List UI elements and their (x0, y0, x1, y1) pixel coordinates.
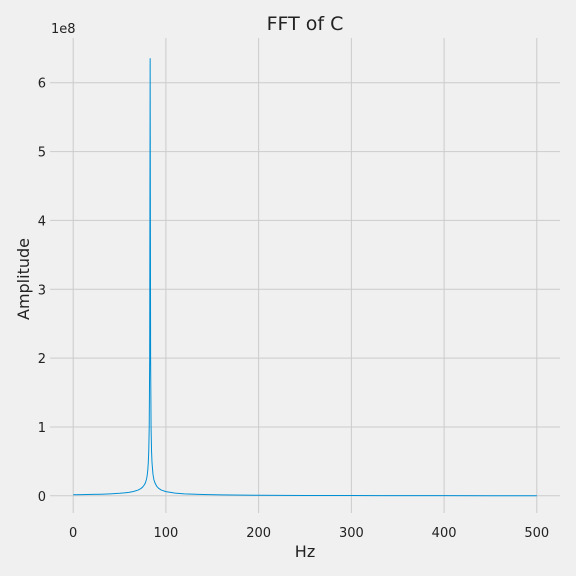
x-tick-label: 500 (524, 526, 549, 541)
x-tick-label: 300 (339, 526, 364, 541)
y-offset-label: 1e8 (51, 22, 76, 37)
y-axis-label: Amplitude (14, 238, 33, 320)
y-tick-label: 5 (38, 146, 46, 161)
x-axis-label: Hz (295, 542, 315, 561)
y-tick-label: 6 (38, 77, 46, 92)
y-tick-label: 1 (38, 421, 46, 436)
series-layer (73, 58, 537, 497)
y-tick-label: 3 (38, 283, 46, 298)
tick-labels: 0 100 200 300 400 500 0 1 2 3 4 5 6 (38, 77, 550, 541)
fft-series-line (73, 58, 537, 497)
y-tick-label: 0 (38, 490, 46, 505)
chart-title: FFT of C (267, 13, 344, 35)
y-tick-label: 4 (38, 214, 46, 229)
x-tick-label: 100 (153, 526, 178, 541)
x-tick-label: 400 (432, 526, 457, 541)
y-tick-label: 2 (38, 352, 46, 367)
x-tick-label: 200 (246, 526, 271, 541)
grid (50, 38, 560, 513)
x-tick-label: 0 (69, 526, 77, 541)
